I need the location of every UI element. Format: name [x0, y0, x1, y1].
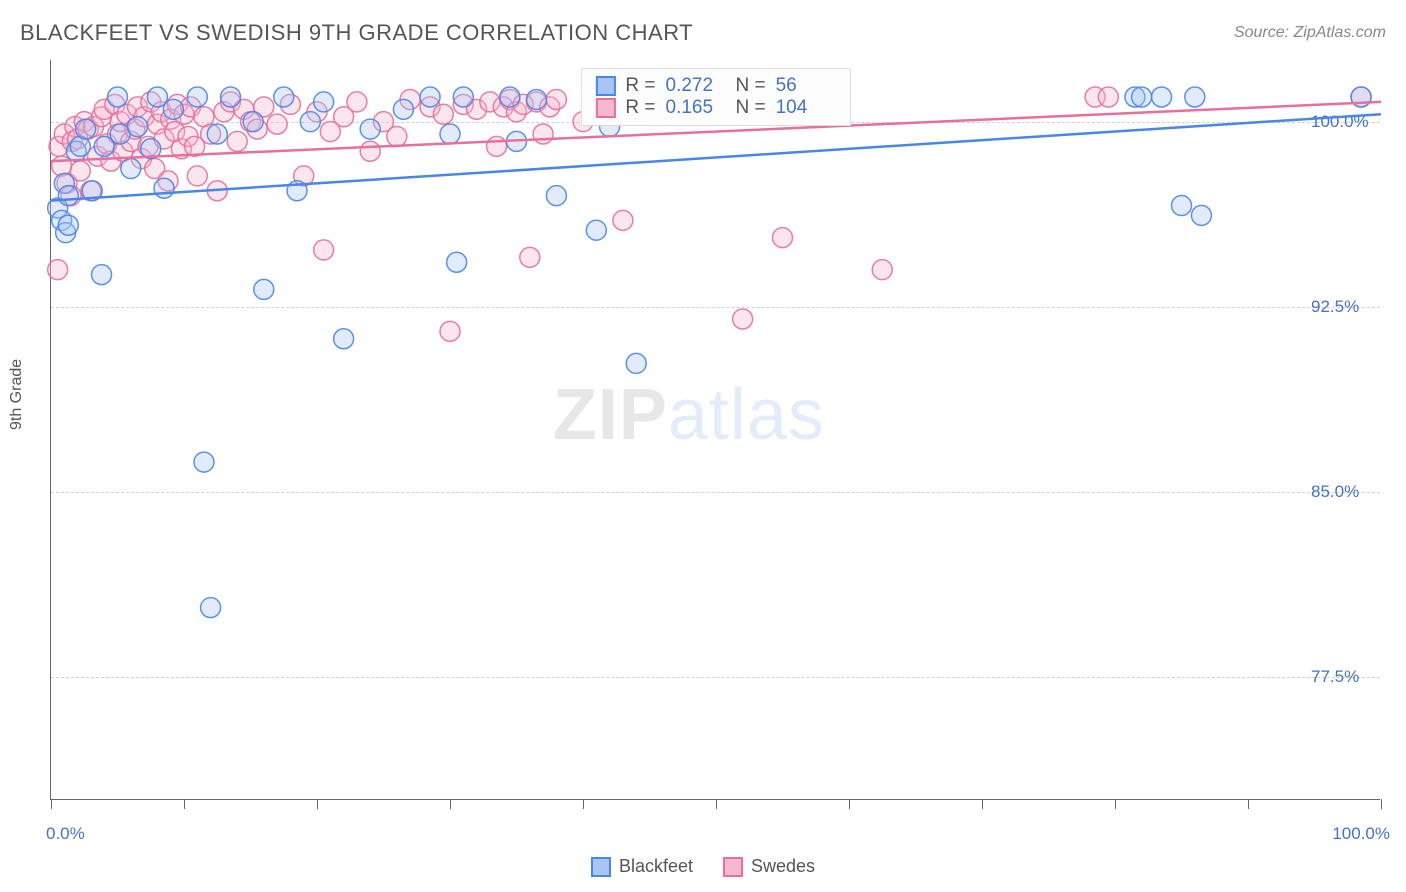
stats-row-swedes: R = 0.165 N = 104	[595, 97, 835, 119]
x-tick	[1381, 799, 1382, 809]
data-point-swedes	[187, 166, 207, 186]
r-value-blackfeet: 0.272	[666, 75, 726, 97]
data-point-swedes	[520, 247, 540, 267]
data-point-swedes	[360, 141, 380, 161]
x-tick	[982, 799, 983, 809]
data-point-swedes	[546, 89, 566, 109]
data-point-blackfeet	[440, 124, 460, 144]
data-point-blackfeet	[360, 119, 380, 139]
swatch-swedes	[595, 98, 615, 118]
data-point-blackfeet	[500, 87, 520, 107]
x-tick	[1115, 799, 1116, 809]
x-tick	[184, 799, 185, 809]
data-point-swedes	[1098, 87, 1118, 107]
data-point-blackfeet	[1172, 196, 1192, 216]
x-tick	[317, 799, 318, 809]
legend-swatch-blackfeet	[591, 857, 611, 877]
source-label: Source: ZipAtlas.com	[1234, 24, 1386, 42]
data-point-swedes	[773, 228, 793, 248]
x-tick	[450, 799, 451, 809]
x-tick-label-max: 100.0%	[1332, 824, 1390, 844]
data-point-blackfeet	[586, 220, 606, 240]
data-point-blackfeet	[300, 112, 320, 132]
data-point-blackfeet	[393, 99, 413, 119]
data-point-blackfeet	[154, 178, 174, 198]
stats-row-blackfeet: R = 0.272 N = 56	[595, 75, 835, 97]
data-point-blackfeet	[58, 186, 78, 206]
chart-plot-area: 77.5%85.0%92.5%100.0% ZIPatlas R = 0.272…	[50, 60, 1380, 800]
data-point-blackfeet	[76, 119, 96, 139]
data-point-blackfeet	[194, 452, 214, 472]
legend-item-blackfeet: Blackfeet	[591, 856, 693, 877]
x-tick	[849, 799, 850, 809]
data-point-blackfeet	[447, 252, 467, 272]
data-point-swedes	[48, 260, 68, 280]
data-point-swedes	[347, 92, 367, 112]
data-point-swedes	[433, 104, 453, 124]
data-point-blackfeet	[221, 87, 241, 107]
data-point-blackfeet	[453, 87, 473, 107]
data-point-blackfeet	[201, 598, 221, 618]
data-point-blackfeet	[163, 99, 183, 119]
chart-title: BLACKFEET VS SWEDISH 9TH GRADE CORRELATI…	[20, 20, 693, 46]
data-point-swedes	[733, 309, 753, 329]
data-point-swedes	[872, 260, 892, 280]
x-tick	[1248, 799, 1249, 809]
data-point-swedes	[314, 240, 334, 260]
data-point-blackfeet	[127, 117, 147, 137]
x-tick	[583, 799, 584, 809]
legend-item-swedes: Swedes	[723, 856, 815, 877]
data-point-blackfeet	[187, 87, 207, 107]
data-point-blackfeet	[420, 87, 440, 107]
n-value-swedes: 104	[776, 97, 836, 119]
data-point-blackfeet	[526, 89, 546, 109]
legend-label-swedes: Swedes	[751, 856, 815, 877]
x-tick-label-min: 0.0%	[46, 824, 85, 844]
data-point-swedes	[440, 321, 460, 341]
data-point-blackfeet	[121, 159, 141, 179]
data-point-swedes	[267, 114, 287, 134]
data-point-blackfeet	[1152, 87, 1172, 107]
swatch-blackfeet	[595, 76, 615, 96]
legend-label-blackfeet: Blackfeet	[619, 856, 693, 877]
x-tick	[51, 799, 52, 809]
data-point-blackfeet	[58, 215, 78, 235]
data-point-swedes	[613, 210, 633, 230]
data-point-blackfeet	[108, 87, 128, 107]
series-legend: Blackfeet Swedes	[0, 856, 1406, 877]
n-value-blackfeet: 56	[776, 75, 836, 97]
data-point-blackfeet	[274, 87, 294, 107]
data-point-blackfeet	[254, 279, 274, 299]
stats-legend: R = 0.272 N = 56 R = 0.165 N = 104	[580, 68, 850, 126]
data-point-blackfeet	[92, 265, 112, 285]
data-point-blackfeet	[334, 329, 354, 349]
scatter-plot-svg	[51, 60, 1380, 799]
data-point-blackfeet	[243, 112, 263, 132]
data-point-blackfeet	[207, 124, 227, 144]
y-axis-label: 9th Grade	[8, 359, 26, 430]
r-value-swedes: 0.165	[666, 97, 726, 119]
data-point-blackfeet	[1191, 205, 1211, 225]
legend-swatch-swedes	[723, 857, 743, 877]
data-point-blackfeet	[1185, 87, 1205, 107]
data-point-swedes	[387, 126, 407, 146]
data-point-swedes	[227, 131, 247, 151]
data-point-blackfeet	[314, 92, 334, 112]
x-tick	[716, 799, 717, 809]
data-point-blackfeet	[626, 353, 646, 373]
data-point-blackfeet	[546, 186, 566, 206]
data-point-swedes	[487, 136, 507, 156]
data-point-swedes	[533, 124, 553, 144]
data-point-blackfeet	[1132, 87, 1152, 107]
